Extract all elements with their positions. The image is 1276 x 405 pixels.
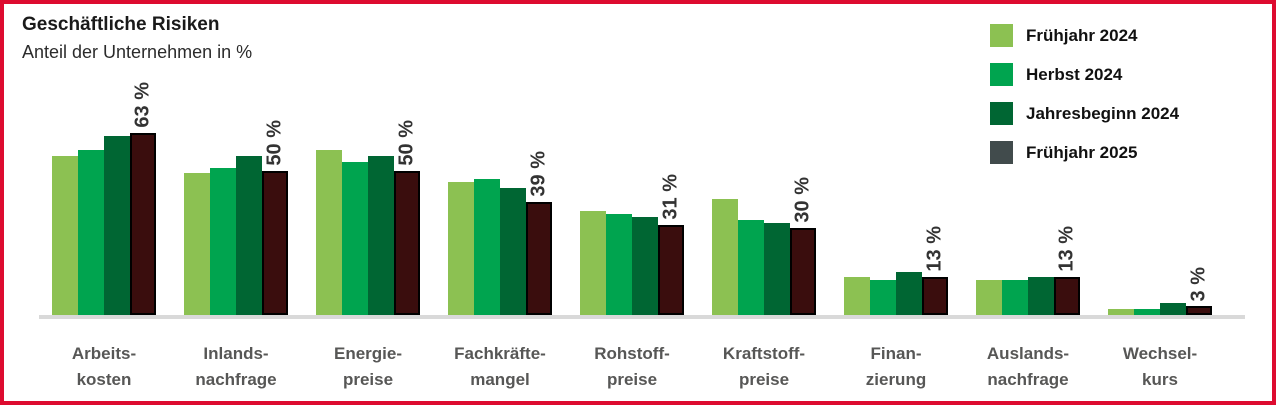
bar-group-5: 30 %: [712, 177, 816, 315]
legend-swatch-icon: [990, 63, 1013, 86]
legend-item-label: Frühjahr 2024: [1026, 25, 1138, 45]
category-label-1: Inlands-nachfrage: [195, 344, 277, 389]
legend-item-label: Frühjahr 2025: [1026, 142, 1138, 162]
chart-title: Geschäftliche Risiken: [22, 14, 220, 35]
bar-series0-cat2: [316, 150, 342, 315]
bar-series0-cat0: [52, 156, 78, 315]
bar-series0-cat8: [1108, 309, 1134, 315]
x-axis-line: [39, 315, 1245, 319]
bar-value-label: 39 %: [527, 151, 550, 197]
bar-series0-cat4: [580, 211, 606, 315]
bar-chart: 63 % 50 % 50 % 39 % 31 % 30 % 13 % 13 % 3 %: [39, 4, 1245, 315]
bar-value-label: 31 %: [659, 174, 682, 220]
legend-item-1: Herbst 2024: [990, 63, 1179, 86]
bar-series1-cat4: [606, 214, 632, 315]
bar-group-3: 39 %: [448, 151, 552, 315]
bar-series3-cat3: 39 %: [526, 151, 552, 315]
category-label-8: Wechsel-kurs: [1122, 344, 1198, 389]
bar-groups: 63 % 50 % 50 % 39 % 31 % 30 % 13 % 13 % 3 %: [52, 82, 1212, 315]
legend-item-label: Herbst 2024: [1026, 64, 1123, 84]
bar-series2-cat6: [896, 272, 922, 315]
bar-series2-cat5: [764, 223, 790, 315]
bar-value-label: 50 %: [395, 120, 418, 166]
bar-series1-cat7: [1002, 280, 1028, 315]
bar-series3-cat1: 50 %: [262, 120, 288, 315]
bar-series2-cat4: [632, 217, 658, 315]
bar-group-8: 3 %: [1108, 267, 1212, 315]
bar-group-0: 63 %: [52, 82, 156, 315]
bar-group-4: 31 %: [580, 174, 684, 315]
bar-series2-cat0: [104, 136, 130, 315]
bar-group-6: 13 %: [844, 226, 948, 315]
bar-group-1: 50 %: [184, 120, 288, 315]
chart-subtitle: Anteil der Unternehmen in %: [22, 42, 253, 62]
bar-series2-cat8: [1160, 303, 1186, 315]
bar-series0-cat6: [844, 277, 870, 315]
bar-series1-cat1: [210, 168, 236, 315]
category-label-3: Fachkräfte-mangel: [454, 344, 546, 389]
bar-series2-cat3: [500, 188, 526, 315]
bar-group-7: 13 %: [976, 226, 1080, 315]
legend-swatch-icon: [990, 141, 1013, 164]
bar-series0-cat3: [448, 182, 474, 315]
bar-group-2: 50 %: [316, 120, 420, 315]
category-label-5: Kraftstoff-preise: [722, 344, 806, 389]
legend: Frühjahr 2024 Herbst 2024 Jahresbeginn 202…: [990, 24, 1179, 180]
bar-series1-cat8: [1134, 309, 1160, 315]
bar-series0-cat1: [184, 173, 210, 315]
bar-value-label: 63 %: [131, 82, 154, 128]
bar-series3-cat7: 13 %: [1054, 226, 1080, 315]
bar-series2-cat2: [368, 156, 394, 315]
legend-item-2: Jahresbeginn 2024: [990, 102, 1179, 125]
category-label-7: Auslands-nachfrage: [986, 344, 1070, 389]
category-label-4: Rohstoff-preise: [594, 344, 670, 389]
bar-value-label: 13 %: [923, 226, 946, 272]
bar-series3-cat6: 13 %: [922, 226, 948, 315]
bar-series1-cat2: [342, 162, 368, 315]
bar-series3-cat0: 63 %: [130, 82, 156, 315]
legend-swatch-icon: [990, 102, 1013, 125]
category-label-2: Energie-preise: [333, 344, 403, 389]
legend-item-label: Jahresbeginn 2024: [1026, 103, 1180, 123]
bar-series0-cat7: [976, 280, 1002, 315]
bar-series1-cat5: [738, 220, 764, 315]
bar-series3-cat2: 50 %: [394, 120, 420, 315]
bar-series0-cat5: [712, 199, 738, 315]
legend-item-0: Frühjahr 2024: [990, 24, 1179, 47]
bar-value-label: 50 %: [263, 120, 286, 166]
bar-series3-cat4: 31 %: [658, 174, 684, 315]
category-label-6: Finan-zierung: [865, 344, 927, 389]
legend-swatch-icon: [990, 24, 1013, 47]
bar-series3-cat5: 30 %: [790, 177, 816, 315]
bar-value-label: 13 %: [1055, 226, 1078, 272]
bar-series2-cat1: [236, 156, 262, 315]
bar-series2-cat7: [1028, 277, 1054, 315]
bar-value-label: 30 %: [791, 177, 814, 223]
bar-value-label: 3 %: [1187, 266, 1210, 301]
legend-item-3: Frühjahr 2025: [990, 141, 1179, 164]
bar-series3-cat8: 3 %: [1186, 267, 1212, 315]
bar-series1-cat3: [474, 179, 500, 315]
category-label-0: Arbeits-kosten: [71, 344, 137, 389]
category-labels: Arbeits-kosten Inlands-nachfrage Energie-p…: [52, 341, 1212, 392]
bar-series1-cat6: [870, 280, 896, 315]
bar-series1-cat0: [78, 150, 104, 315]
